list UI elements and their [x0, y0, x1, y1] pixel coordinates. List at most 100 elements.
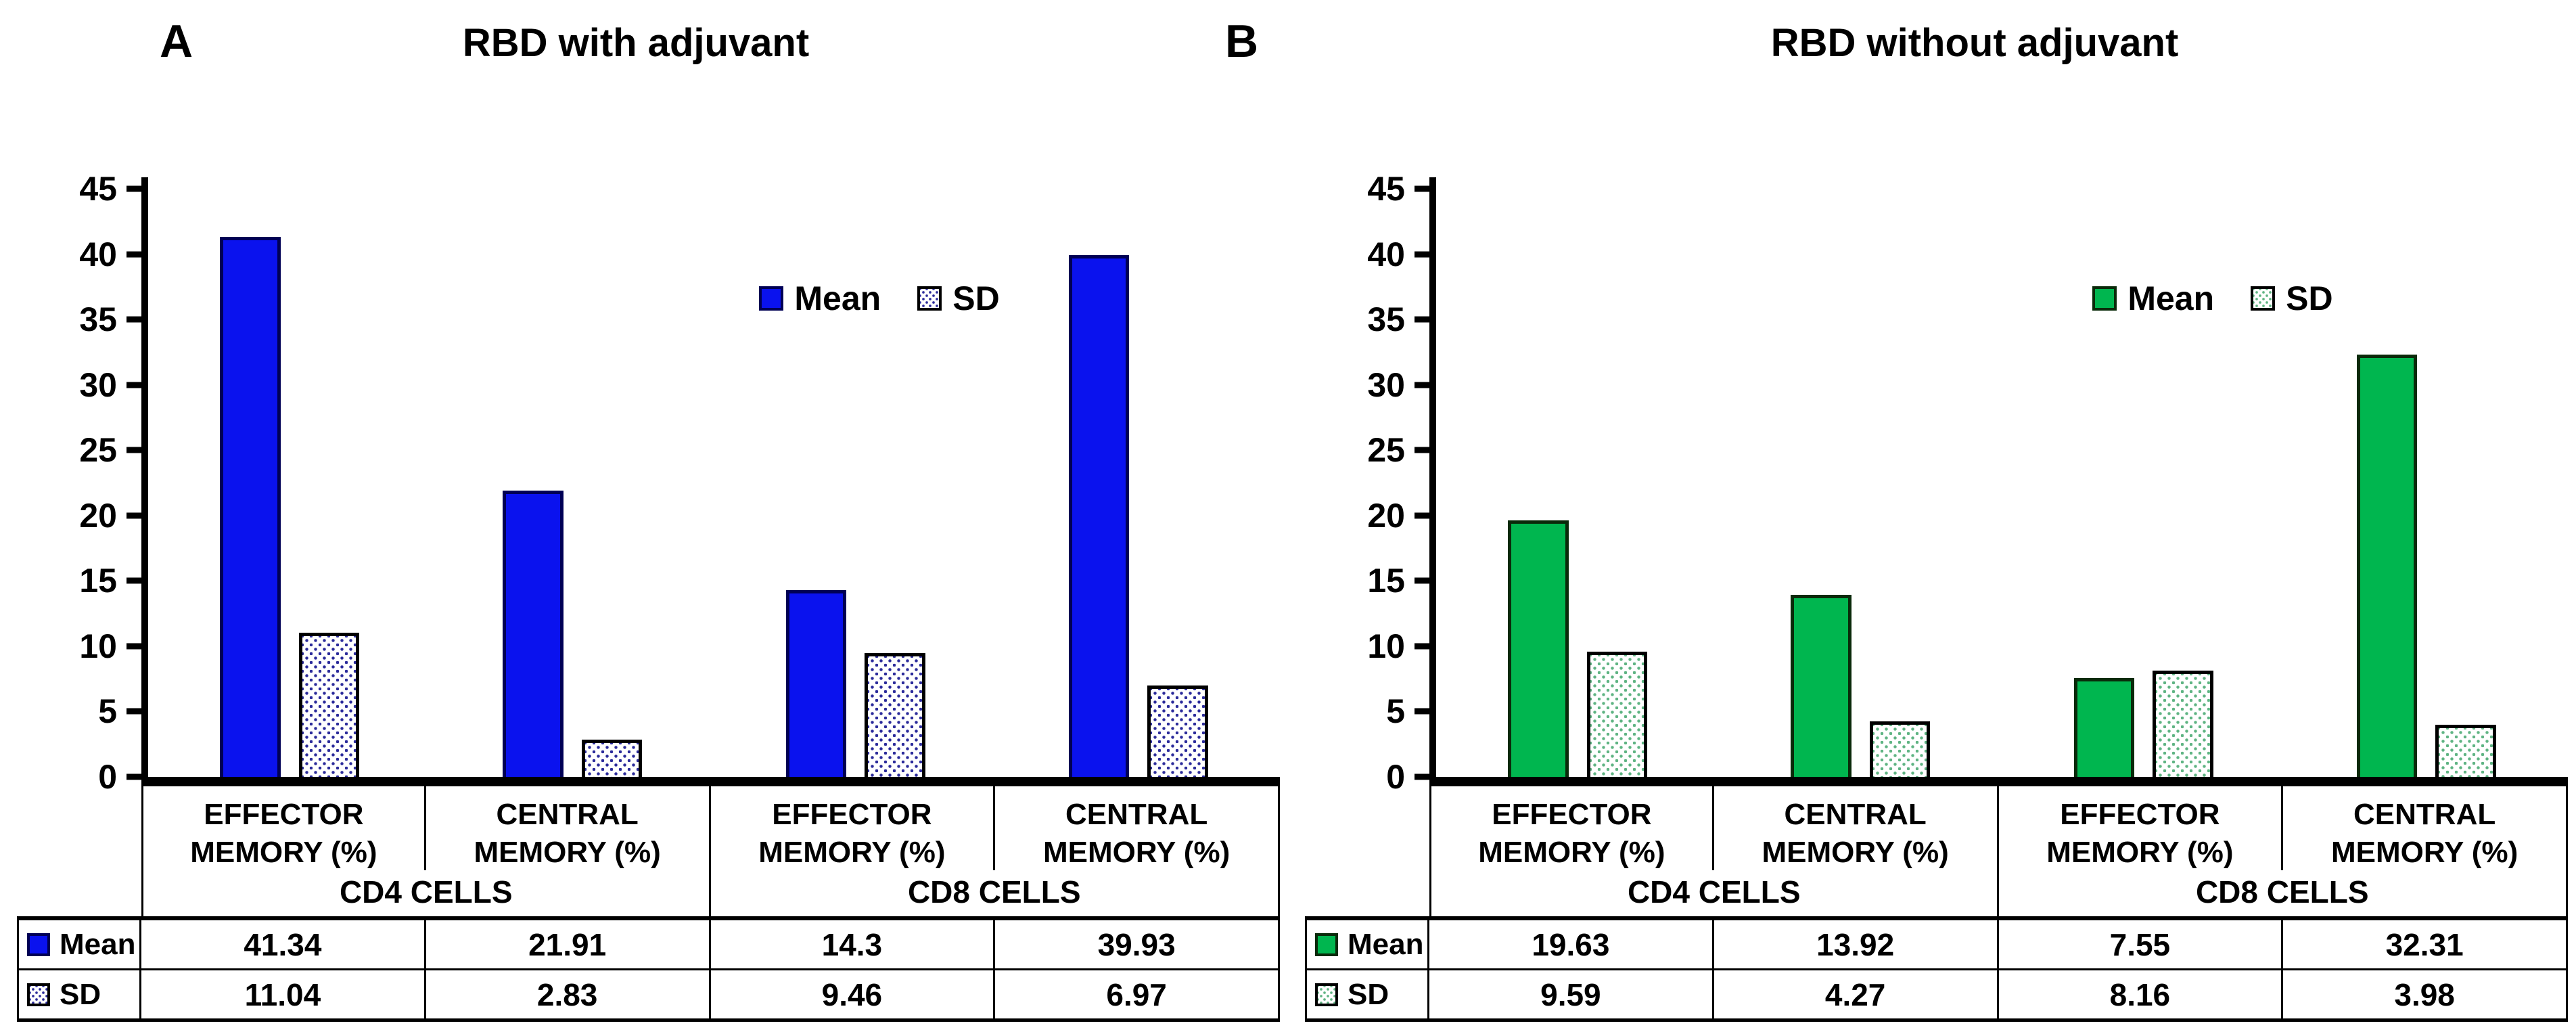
- data-table: EFFECTOR MEMORY (%) CENTRAL MEMORY (%) E…: [17, 786, 1280, 1022]
- chart-area: 45 40 35 30 25 20 15 10 5 0 Mean SD: [17, 172, 1280, 794]
- y-tick-label: 35: [1367, 300, 1405, 339]
- bar-group: [148, 177, 431, 777]
- y-tick-label: 25: [79, 431, 117, 470]
- group-header-cd8: CD8 CELLS: [1999, 870, 2568, 916]
- mean-bar: [1508, 520, 1569, 777]
- y-tick-mark: [1414, 512, 1429, 519]
- chart-title: RBD without adjuvant: [1770, 21, 2179, 65]
- y-tick-mark: [127, 251, 141, 258]
- table-spacer: [17, 870, 141, 916]
- panel-letter: B: [1225, 16, 1260, 67]
- y-tick-mark: [1414, 251, 1429, 258]
- mean-value: 21.91: [426, 916, 711, 970]
- bar-group: [714, 177, 997, 777]
- mean-row-header: Mean: [1305, 916, 1429, 970]
- y-tick-label: 45: [79, 170, 117, 208]
- category-header: EFFECTOR MEMORY (%): [1999, 786, 2284, 870]
- y-tick-mark: [127, 577, 141, 584]
- legend: Mean SD: [759, 279, 1000, 318]
- legend-sd-swatch-icon: [917, 286, 942, 311]
- legend-sd-swatch-icon: [2251, 286, 2276, 311]
- y-tick-mark: [1414, 708, 1429, 715]
- legend: Mean SD: [2092, 279, 2333, 318]
- sd-bar: [2153, 670, 2213, 777]
- mean-value: 41.34: [141, 916, 426, 970]
- sd-bar: [298, 632, 359, 777]
- mean-value: 14.3: [710, 916, 996, 970]
- mean-bar: [1068, 255, 1130, 777]
- category-header: EFFECTOR MEMORY (%): [1429, 786, 1714, 870]
- mean-row-label: Mean: [1348, 927, 1424, 961]
- sd-value: 8.16: [1998, 970, 2284, 1022]
- y-tick-mark: [127, 316, 141, 323]
- bar-group: [997, 177, 1280, 777]
- y-axis: 45 40 35 30 25 20 15 10 5 0: [17, 172, 141, 794]
- chart-title: RBD with adjuvant: [462, 21, 810, 65]
- mean-value: 7.55: [1998, 916, 2284, 970]
- category-header: CENTRAL MEMORY (%): [995, 786, 1280, 870]
- sd-key-swatch-icon: [1315, 983, 1338, 1006]
- legend-sd-label: SD: [2286, 279, 2333, 317]
- bar-group: [2285, 177, 2568, 777]
- sd-bar: [1586, 651, 1647, 777]
- table-spacer: [17, 786, 141, 870]
- sd-row-label: SD: [1348, 977, 1389, 1011]
- panel-b: B RBD without adjuvant 45 40 35 30 25 20 15 10 5…: [1225, 0, 2576, 1034]
- y-tick-mark: [1414, 316, 1429, 323]
- sd-bar: [865, 653, 925, 777]
- sd-value: 6.97: [995, 970, 1280, 1022]
- category-header: EFFECTOR MEMORY (%): [711, 786, 996, 870]
- mean-bar: [2073, 678, 2135, 777]
- mean-row-header: Mean: [17, 916, 141, 970]
- y-tick-label: 45: [1367, 170, 1405, 208]
- legend-mean-swatch-icon: [759, 286, 784, 311]
- category-header: CENTRAL MEMORY (%): [1714, 786, 1999, 870]
- mean-key-swatch-icon: [27, 932, 50, 956]
- y-tick-mark: [127, 773, 141, 780]
- category-header: CENTRAL MEMORY (%): [2283, 786, 2568, 870]
- y-tick-mark: [1414, 773, 1429, 780]
- plot-area: Mean SD: [141, 177, 1280, 786]
- table-spacer: [1305, 786, 1429, 870]
- y-tick-mark: [127, 382, 141, 388]
- legend-mean-label: Mean: [794, 279, 881, 317]
- y-tick-mark: [1414, 447, 1429, 453]
- y-axis: 45 40 35 30 25 20 15 10 5 0: [1305, 172, 1429, 794]
- bar-group: [1436, 177, 1719, 777]
- y-tick-mark: [1414, 643, 1429, 650]
- y-tick-mark: [1414, 577, 1429, 584]
- y-tick-label: 0: [1386, 758, 1405, 796]
- table-spacer: [1305, 870, 1429, 916]
- y-tick-label: 10: [79, 627, 117, 665]
- y-tick-label: 5: [98, 692, 117, 731]
- y-tick-label: 15: [1367, 562, 1405, 600]
- bar-group: [431, 177, 714, 777]
- mean-bar: [220, 237, 281, 777]
- y-tick-label: 20: [1367, 496, 1405, 535]
- mean-key-swatch-icon: [1315, 932, 1338, 956]
- group-header-cd4: CD4 CELLS: [1429, 870, 1999, 916]
- mean-value: 39.93: [995, 916, 1280, 970]
- mean-bar: [503, 491, 564, 777]
- mean-value: 32.31: [2283, 916, 2568, 970]
- y-tick-label: 35: [79, 300, 117, 339]
- sd-value: 4.27: [1714, 970, 1999, 1022]
- y-tick-mark: [127, 185, 141, 192]
- sd-row-header: SD: [1305, 970, 1429, 1022]
- y-tick-label: 20: [79, 496, 117, 535]
- y-tick-label: 40: [79, 235, 117, 273]
- mean-bar: [785, 589, 847, 777]
- category-header: CENTRAL MEMORY (%): [426, 786, 711, 870]
- sd-value: 3.98: [2283, 970, 2568, 1022]
- y-tick-label: 30: [1367, 365, 1405, 404]
- data-table: EFFECTOR MEMORY (%) CENTRAL MEMORY (%) E…: [1305, 786, 2568, 1022]
- sd-bar: [2435, 725, 2496, 777]
- sd-bar: [1147, 685, 1208, 777]
- y-tick-label: 25: [1367, 431, 1405, 470]
- sd-key-swatch-icon: [27, 983, 50, 1006]
- y-tick-mark: [127, 447, 141, 453]
- panel-a: A RBD with adjuvant 45 40 35 30 25 20 15 10 5 0 M…: [17, 16, 1280, 1022]
- sd-bar: [1869, 721, 1931, 777]
- sd-value: 9.46: [710, 970, 996, 1022]
